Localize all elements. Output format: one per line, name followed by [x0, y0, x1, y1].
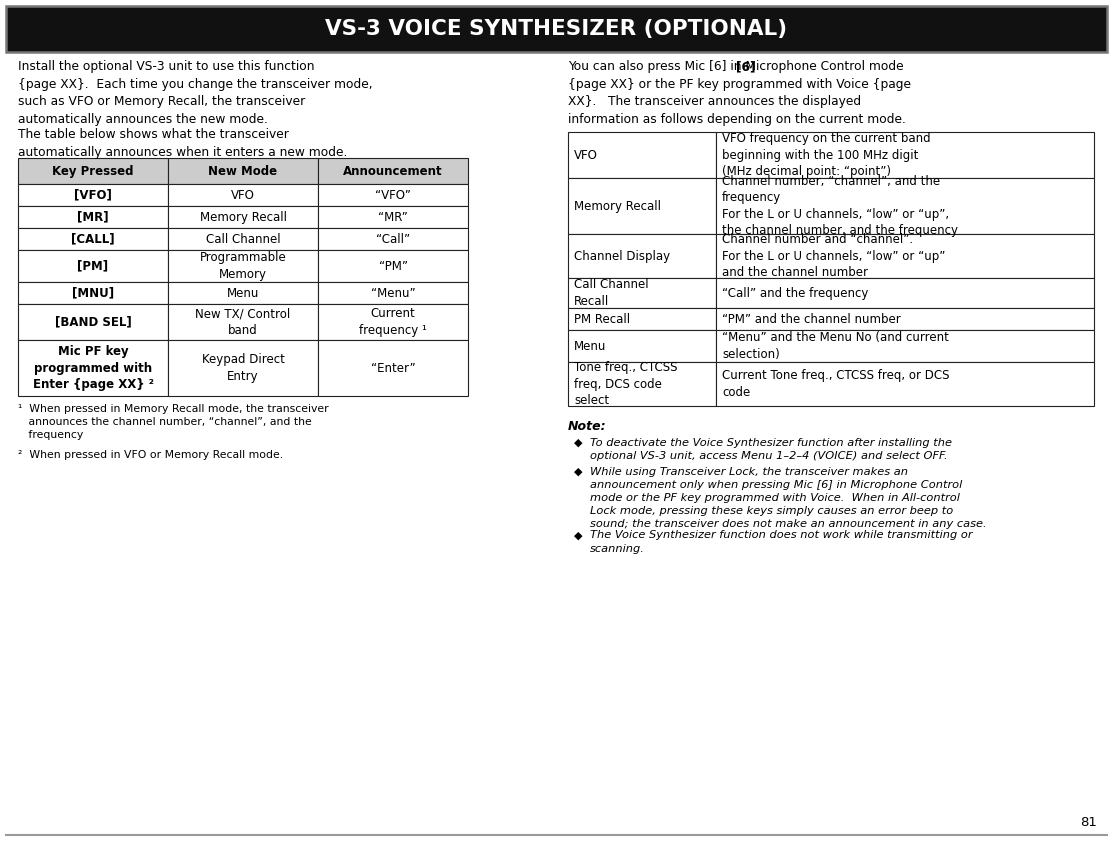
Bar	[716, 178, 1094, 234]
Bar	[568, 132, 716, 178]
Text: Current Tone freq., CTCSS freq, or DCS
code: Current Tone freq., CTCSS freq, or DCS c…	[722, 369, 949, 399]
Bar	[168, 340, 318, 396]
Bar	[716, 132, 1094, 178]
Text: Programmable
Memory: Programmable Memory	[199, 251, 286, 281]
Text: “PM”: “PM”	[378, 260, 407, 273]
Bar	[716, 278, 1094, 308]
Text: Menu: Menu	[574, 340, 607, 352]
Text: ¹  When pressed in Memory Recall mode, the transceiver
   announces the channel : ¹ When pressed in Memory Recall mode, th…	[18, 404, 328, 441]
Bar	[318, 228, 467, 250]
Bar	[18, 282, 168, 304]
Text: VFO: VFO	[232, 188, 255, 201]
Text: “MR”: “MR”	[378, 211, 407, 223]
Bar	[18, 228, 168, 250]
Text: “PM” and the channel number: “PM” and the channel number	[722, 312, 900, 325]
Bar	[318, 340, 467, 396]
Text: Current
frequency ¹: Current frequency ¹	[359, 307, 427, 337]
Text: New Mode: New Mode	[208, 165, 277, 177]
Bar	[318, 250, 467, 282]
Bar	[168, 228, 318, 250]
Text: Key Pressed: Key Pressed	[52, 165, 134, 177]
Text: To deactivate the Voice Synthesizer function after installing the
optional VS-3 : To deactivate the Voice Synthesizer func…	[590, 438, 952, 461]
Bar	[716, 308, 1094, 330]
Bar	[318, 282, 467, 304]
Text: Memory Recall: Memory Recall	[574, 200, 661, 212]
Bar	[568, 330, 716, 362]
Text: ◆: ◆	[574, 438, 582, 448]
Bar	[318, 184, 467, 206]
Text: Call Channel: Call Channel	[206, 233, 280, 245]
Text: Keypad Direct
Entry: Keypad Direct Entry	[201, 353, 285, 383]
Bar	[18, 206, 168, 228]
Text: Menu: Menu	[227, 286, 259, 300]
Text: [CALL]: [CALL]	[71, 233, 115, 245]
Text: 81: 81	[1080, 816, 1097, 829]
Bar	[568, 362, 716, 406]
Bar	[168, 184, 318, 206]
Bar	[318, 304, 467, 340]
Bar	[716, 362, 1094, 406]
Bar	[568, 178, 716, 234]
Text: Memory Recall: Memory Recall	[199, 211, 286, 223]
Bar	[168, 250, 318, 282]
Text: VS-3 VOICE SYNTHESIZER (OPTIONAL): VS-3 VOICE SYNTHESIZER (OPTIONAL)	[325, 19, 788, 39]
Text: Call Channel
Recall: Call Channel Recall	[574, 278, 649, 307]
Text: “Call” and the frequency: “Call” and the frequency	[722, 286, 868, 300]
Bar	[18, 250, 168, 282]
Bar	[568, 308, 716, 330]
Text: You can also press Mic [6] in Microphone Control mode
{page XX} or the PF key pr: You can also press Mic [6] in Microphone…	[568, 60, 912, 126]
Text: [BAND SEL]: [BAND SEL]	[55, 316, 131, 329]
Bar	[716, 234, 1094, 278]
Bar	[568, 234, 716, 278]
Bar	[318, 158, 467, 184]
Bar	[568, 278, 716, 308]
Text: [MNU]: [MNU]	[72, 286, 114, 300]
Text: “Menu” and the Menu No (and current
selection): “Menu” and the Menu No (and current sele…	[722, 331, 949, 361]
Text: New TX/ Control
band: New TX/ Control band	[196, 307, 290, 337]
Text: The Voice Synthesizer function does not work while transmitting or
scanning.: The Voice Synthesizer function does not …	[590, 531, 973, 554]
Text: [PM]: [PM]	[78, 260, 109, 273]
Bar	[6, 6, 1107, 52]
Bar	[168, 304, 318, 340]
Text: Tone freq., CTCSS
freq, DCS code
select: Tone freq., CTCSS freq, DCS code select	[574, 361, 678, 407]
Text: PM Recall: PM Recall	[574, 312, 630, 325]
Bar	[716, 330, 1094, 362]
Bar	[168, 282, 318, 304]
Bar	[318, 206, 467, 228]
Bar	[168, 206, 318, 228]
Bar	[18, 304, 168, 340]
Text: The table below shows what the transceiver
automatically announces when it enter: The table below shows what the transceiv…	[18, 128, 347, 159]
Text: Install the optional VS-3 unit to use this function
{page XX}.  Each time you ch: Install the optional VS-3 unit to use th…	[18, 60, 373, 126]
Text: [VFO]: [VFO]	[75, 188, 112, 201]
Text: Note:: Note:	[568, 420, 607, 433]
Text: [6]: [6]	[736, 60, 756, 73]
Bar	[18, 340, 168, 396]
Text: Channel number, “channel”, and the
frequency
For the L or U channels, “low” or “: Channel number, “channel”, and the frequ…	[722, 175, 958, 237]
Text: ◆: ◆	[574, 467, 582, 477]
Bar	[18, 158, 168, 184]
Text: ²  When pressed in VFO or Memory Recall mode.: ² When pressed in VFO or Memory Recall m…	[18, 450, 283, 460]
Bar	[18, 184, 168, 206]
Text: Announcement: Announcement	[343, 165, 443, 177]
Text: VFO: VFO	[574, 149, 598, 161]
Text: ◆: ◆	[574, 531, 582, 541]
Text: “VFO”: “VFO”	[375, 188, 411, 201]
Text: Channel number and “channel”.
For the L or U channels, “low” or “up”
and the cha: Channel number and “channel”. For the L …	[722, 233, 945, 279]
Bar	[168, 158, 318, 184]
Text: “Call”: “Call”	[376, 233, 410, 245]
Text: While using Transceiver Lock, the transceiver makes an
announcement only when pr: While using Transceiver Lock, the transc…	[590, 467, 986, 529]
Text: [MR]: [MR]	[77, 211, 109, 223]
Text: Channel Display: Channel Display	[574, 250, 670, 262]
Text: Mic PF key
programmed with
Enter {page XX} ²: Mic PF key programmed with Enter {page X…	[32, 345, 154, 391]
Text: “Enter”: “Enter”	[371, 362, 415, 374]
Text: “Menu”: “Menu”	[371, 286, 415, 300]
Text: VFO frequency on the current band
beginning with the 100 MHz digit
(MHz decimal : VFO frequency on the current band beginn…	[722, 132, 930, 178]
